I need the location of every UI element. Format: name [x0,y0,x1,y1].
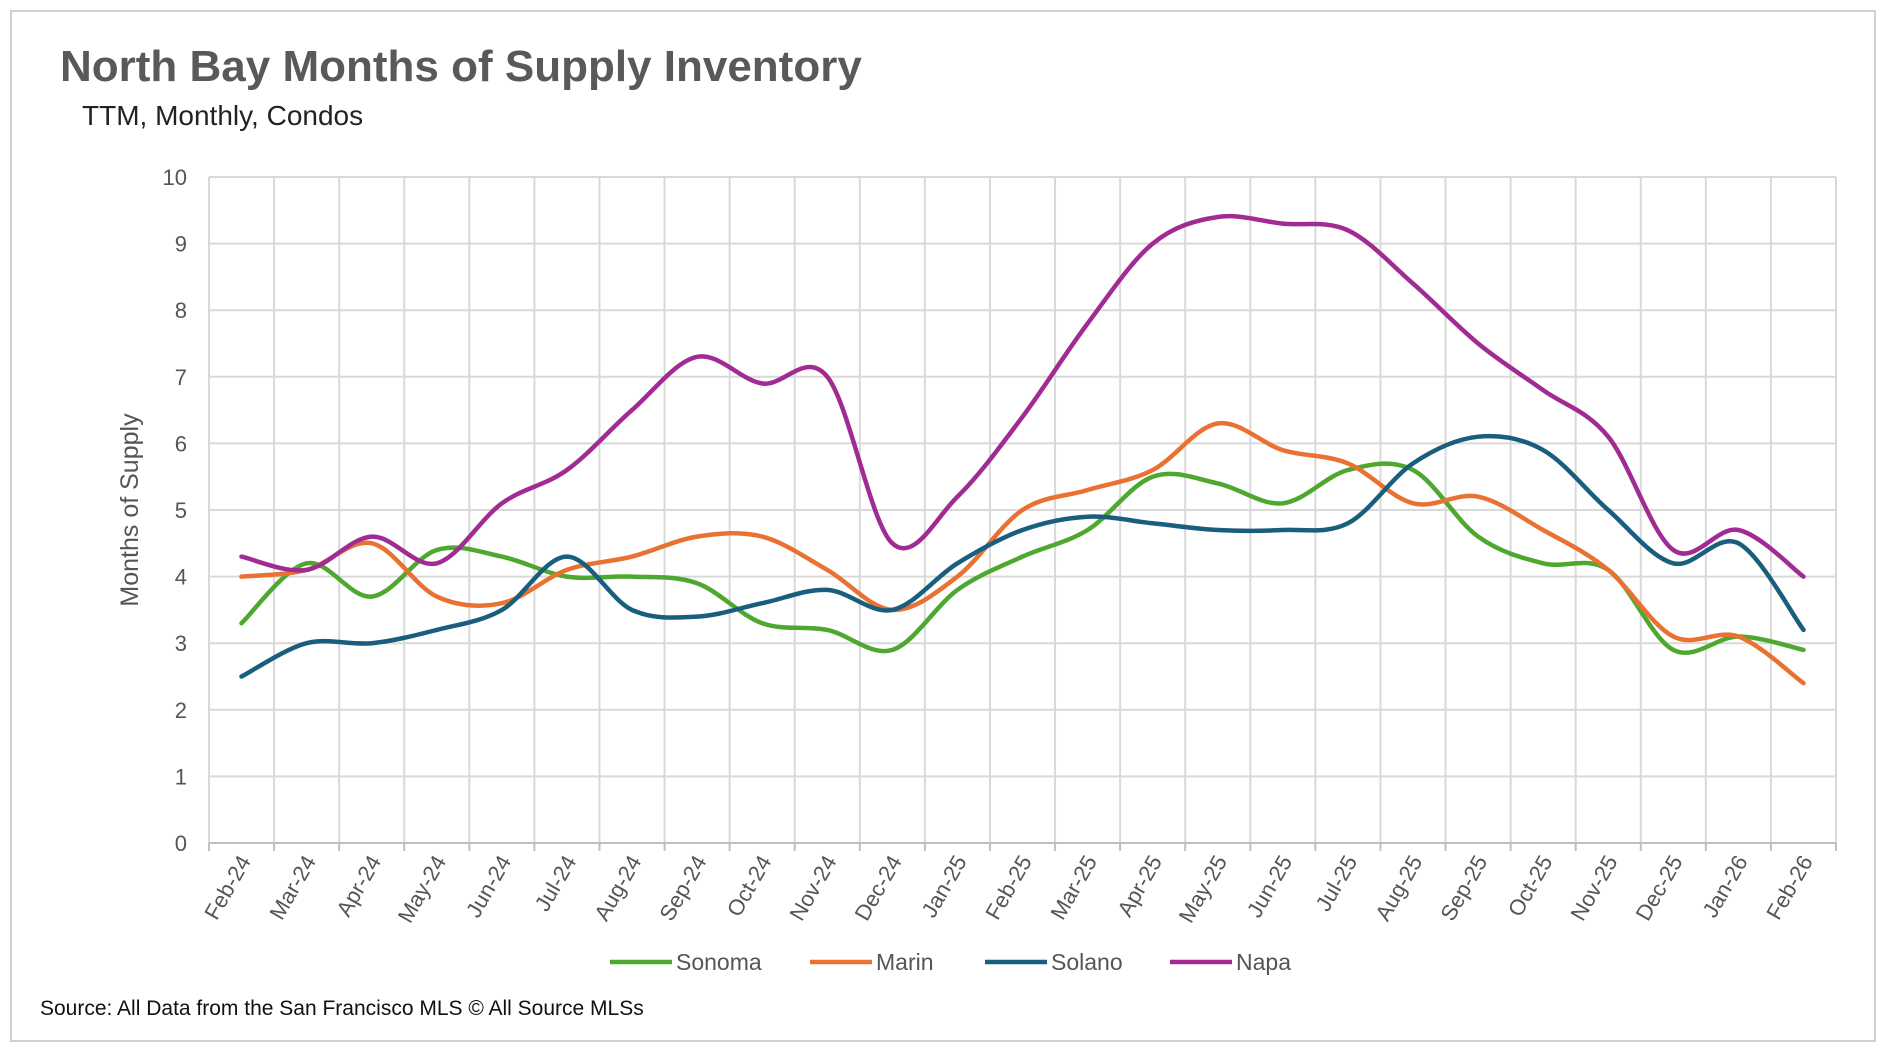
x-tick-label: Jun-24 [461,851,516,922]
y-tick-label: 9 [175,232,187,257]
y-tick-label: 7 [175,365,187,390]
x-tick-label: Apr-25 [1112,851,1167,921]
chart-title: North Bay Months of Supply Inventory [60,42,862,91]
x-tick-label: Jun-25 [1242,851,1297,922]
x-tick-label: Feb-25 [980,851,1037,924]
x-tick-label: Sep-25 [1435,851,1492,925]
x-tick-label: Jan-25 [916,851,971,922]
x-tick-label: Oct-25 [1503,851,1558,921]
x-tick-label: Jan-26 [1697,851,1752,922]
x-tick-label: Aug-25 [1370,851,1427,925]
x-tick-label: Dec-24 [850,851,907,925]
series-line-sonoma [239,461,1806,655]
series-line-solano [239,433,1806,679]
y-tick-label: 6 [175,431,187,456]
y-tick-label: 8 [175,298,187,323]
legend-label-marin: Marin [876,949,934,975]
y-axis-label: Months of Supply [116,413,144,607]
y-tick-label: 0 [175,831,187,856]
x-tick-label: Feb-24 [199,851,256,924]
x-tick-label: Oct-24 [722,851,777,921]
x-tick-label: May-24 [393,851,451,927]
chart-subtitle: TTM, Monthly, Condos [82,100,364,131]
x-tick-label: Mar-25 [1045,851,1101,924]
legend-label-sonoma: Sonoma [676,949,762,975]
x-tick-label: May-25 [1174,851,1232,927]
x-tick-label: Feb-26 [1761,851,1818,924]
y-tick-label: 3 [175,631,187,656]
x-tick-label: Nov-25 [1565,851,1622,925]
y-tick-label: 5 [175,498,187,523]
x-tick-label: Jul-24 [530,851,582,915]
source-note: Source: All Data from the San Francisco … [40,997,644,1020]
chart-frame [10,10,1876,1042]
x-tick-label: Aug-24 [589,851,646,925]
x-tick-label: Sep-24 [654,851,711,925]
x-tick-label: Nov-24 [784,851,841,925]
x-tick-label: Apr-24 [331,851,386,921]
x-tick-label: Mar-24 [264,851,320,924]
legend-label-napa: Napa [1236,949,1291,975]
y-tick-label: 4 [175,565,187,590]
series-line-napa [239,213,1806,579]
series-line-marin [239,420,1806,686]
y-tick-label: 2 [175,698,187,723]
legend-label-solano: Solano [1051,949,1123,975]
y-tick-label: 1 [175,764,187,789]
x-tick-label: Jul-25 [1311,851,1363,915]
y-tick-label: 10 [163,165,187,190]
x-tick-label: Dec-25 [1631,851,1688,925]
